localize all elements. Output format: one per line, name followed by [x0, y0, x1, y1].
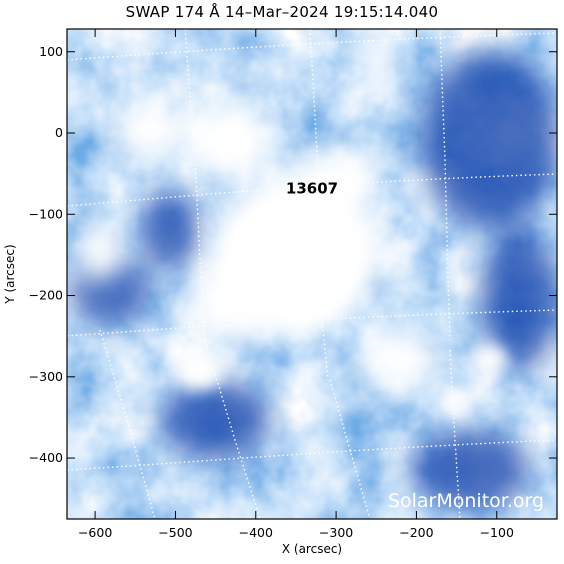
- euv-image: [67, 29, 557, 519]
- x-tick-label: −100: [480, 525, 514, 540]
- y-tick-label: −100: [29, 206, 63, 221]
- coordinate-grid: [67, 29, 557, 519]
- watermark: SolarMonitor.org: [388, 490, 544, 512]
- y-tick-label: −400: [29, 450, 63, 465]
- x-tick-label: −600: [78, 525, 112, 540]
- active-region-label: 13607: [286, 179, 338, 197]
- x-axis-label: X (arcsec): [282, 542, 342, 556]
- x-tick-label: −300: [319, 525, 353, 540]
- y-tick-label: 0: [55, 125, 63, 140]
- image-title: SWAP 174 Å 14–Mar–2024 19:15:14.040: [125, 3, 439, 21]
- x-tick-label: −200: [399, 525, 433, 540]
- plot-frame: [66, 28, 558, 520]
- y-axis-label: Y (arcsec): [3, 244, 17, 304]
- x-tick-label: −400: [239, 525, 273, 540]
- x-tick-label: −500: [158, 525, 192, 540]
- y-axis: 100 0 −100 −200 −300 −400: [29, 44, 557, 465]
- x-axis: −600 −500 −400 −300 −200 −100: [78, 29, 514, 540]
- y-tick-label: −300: [29, 369, 63, 384]
- y-tick-label: −200: [29, 288, 63, 303]
- y-tick-label: 100: [39, 44, 63, 59]
